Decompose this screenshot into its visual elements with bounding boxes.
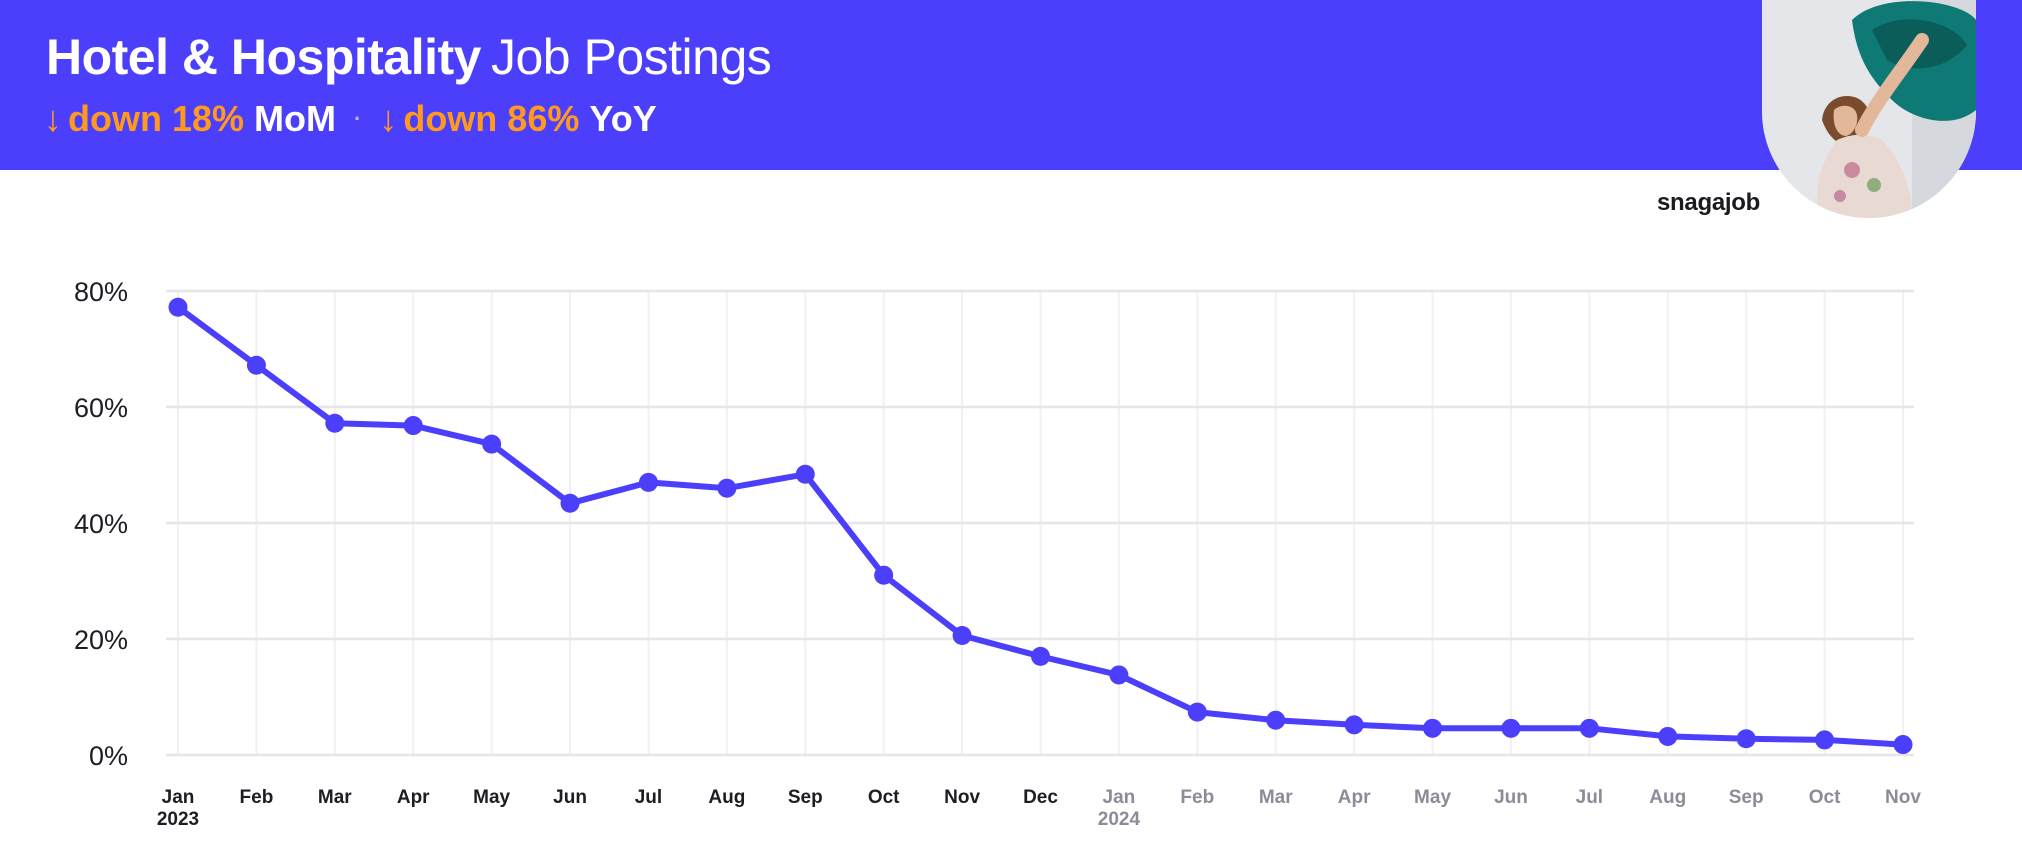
- data-point: [874, 565, 894, 585]
- data-point: [1658, 726, 1678, 746]
- page-title: Hotel & Hospitality Job Postings: [46, 28, 772, 86]
- data-point: [717, 478, 737, 498]
- x-tick-label: Aug: [708, 787, 745, 808]
- title-bold: Hotel & Hospitality: [46, 29, 481, 85]
- data-point: [1031, 646, 1050, 666]
- x-tick-label: Feb: [1180, 787, 1214, 808]
- snagajob-logo: snagajob: [1657, 189, 1760, 216]
- x-year-label: 2024: [1098, 809, 1141, 830]
- data-point: [403, 416, 423, 436]
- y-tick-label: 20%: [74, 625, 128, 655]
- x-tick-label: May: [473, 787, 510, 808]
- header-banner: Hotel & Hospitality Job Postings ↓ down 1…: [0, 0, 2022, 170]
- down-arrow-icon: ↓: [44, 98, 62, 139]
- data-point: [1344, 715, 1364, 735]
- data-point: [1423, 718, 1443, 738]
- data-point: [246, 355, 266, 375]
- x-tick-label: Sep: [1729, 787, 1764, 808]
- y-tick-label: 0%: [89, 741, 128, 771]
- x-tick-label: Nov: [1885, 787, 1921, 808]
- x-tick-label: Jan: [1103, 787, 1136, 808]
- data-point: [1109, 665, 1129, 685]
- x-tick-label: Apr: [1338, 787, 1371, 808]
- data-point: [638, 472, 658, 492]
- data-point: [952, 626, 972, 646]
- data-point: [482, 434, 502, 454]
- change-summary: ↓ down 18% MoM · ↓ down 86% YoY: [44, 98, 657, 140]
- data-point: [325, 413, 345, 433]
- data-point: [1815, 730, 1835, 750]
- x-tick-label: Nov: [944, 787, 980, 808]
- x-tick-label: Feb: [240, 787, 274, 808]
- hospitality-worker-photo: [1762, 0, 1976, 218]
- x-tick-label: Aug: [1649, 787, 1686, 808]
- x-tick-label: Oct: [868, 787, 900, 808]
- x-tick-label: Mar: [1259, 787, 1293, 808]
- y-tick-label: 80%: [74, 277, 128, 307]
- x-tick-label: Dec: [1023, 787, 1058, 808]
- yoy-label: YoY: [589, 98, 657, 139]
- x-tick-label: Apr: [397, 787, 430, 808]
- x-tick-label: Oct: [1809, 787, 1841, 808]
- x-tick-label: Jun: [553, 787, 587, 808]
- y-tick-label: 60%: [74, 393, 128, 423]
- data-point: [1501, 718, 1521, 738]
- data-point: [795, 464, 815, 484]
- x-tick-label: Sep: [788, 787, 823, 808]
- data-point: [560, 493, 580, 513]
- title-light: Job Postings: [490, 29, 772, 85]
- separator-dot: ·: [354, 106, 362, 131]
- mom-label: MoM: [254, 98, 336, 139]
- y-tick-label: 40%: [74, 509, 128, 539]
- x-tick-label: Jul: [1576, 787, 1603, 808]
- data-point: [1187, 702, 1207, 722]
- x-tick-label: Jan: [162, 787, 195, 808]
- data-point: [1893, 735, 1913, 755]
- x-tick-label: Jul: [635, 787, 662, 808]
- data-point: [1736, 729, 1756, 749]
- data-point: [1579, 718, 1599, 738]
- data-point: [168, 297, 188, 317]
- x-tick-label: Mar: [318, 787, 352, 808]
- data-point: [1266, 710, 1286, 730]
- down-arrow-icon: ↓: [379, 98, 398, 139]
- x-year-label: 2023: [157, 809, 199, 830]
- x-tick-label: May: [1414, 787, 1451, 808]
- x-tick-label: Jun: [1494, 787, 1528, 808]
- yoy-change: down 86%: [403, 98, 580, 139]
- mom-change: down 18%: [68, 98, 245, 139]
